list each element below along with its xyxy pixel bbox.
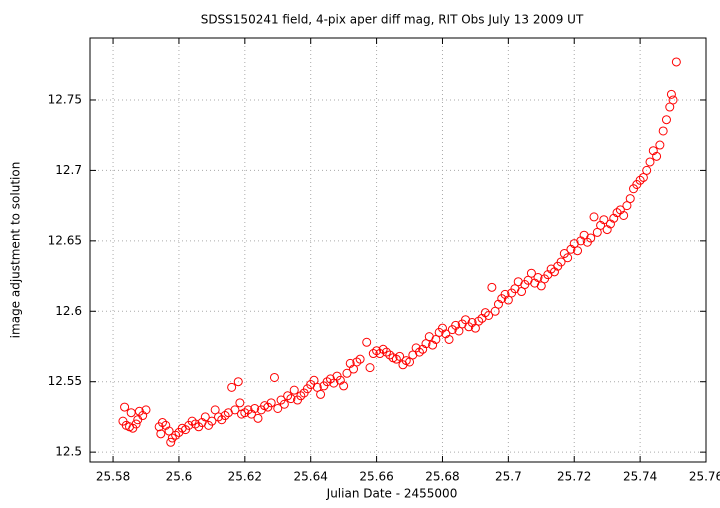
chart-title: SDSS150241 field, 4-pix aper diff mag, R… [201,13,584,27]
data-point [652,151,662,161]
data-point [279,399,289,409]
data-point [286,394,296,404]
data-point [233,377,243,387]
data-point [171,430,181,440]
x-tick-label: 25.62 [228,470,262,484]
data-point [563,253,573,263]
data-point [141,405,151,415]
x-tick-label: 25.6 [166,470,193,484]
data-point [240,408,250,418]
data-point [227,382,237,392]
plot-frame [89,37,707,463]
y-tick-label: 12.6 [55,304,82,318]
x-tick-label: 25.68 [425,470,459,484]
data-point [167,433,177,443]
data-point [352,357,362,367]
x-tick-label: 25.76 [689,470,720,484]
data-point [235,398,245,408]
y-tick-label: 12.65 [48,233,82,247]
data-point [378,344,388,354]
x-tick-label: 25.74 [623,470,657,484]
data-point [120,402,130,412]
data-point [655,140,665,150]
data-point [484,311,494,321]
x-axis-label: Julian Date - 2455000 [326,487,458,501]
data-point [250,403,260,413]
data-point [526,268,536,278]
data-point [619,210,629,220]
data-point [599,215,609,225]
data-point [166,437,176,447]
data-point [157,418,167,428]
data-point [322,377,332,387]
data-point [556,257,566,267]
data-point [296,391,306,401]
y-axis-label: image adjustment to solution [9,162,23,339]
data-point [573,246,583,256]
data-point [395,351,405,361]
y-tick-label: 12.75 [48,92,82,106]
data-point [414,347,424,357]
data-point [365,363,375,373]
data-point [355,354,365,364]
data-point [230,405,240,415]
data-point [635,175,645,185]
data-point [372,346,382,356]
data-point [342,368,352,378]
data-point [190,419,200,429]
data-point [487,282,497,292]
x-tick-label: 25.7 [495,470,522,484]
data-point [220,411,230,421]
x-tick-label: 25.64 [294,470,328,484]
data-point [668,95,678,105]
x-tick-label: 25.66 [359,470,393,484]
data-point [533,272,543,282]
data-point [213,412,223,422]
data-point [642,165,652,175]
data-point [666,89,676,99]
data-point [362,337,372,347]
y-tick-label: 12.5 [55,445,82,459]
data-point [586,233,596,243]
data-point [671,57,681,67]
data-point [444,334,454,344]
data-point [625,194,635,204]
data-point [273,403,283,413]
data-point [381,347,391,357]
x-tick-label: 25.58 [96,470,130,484]
data-point [385,350,395,360]
data-point [200,412,210,422]
data-point [131,419,141,429]
data-point [269,372,279,382]
y-tick-label: 12.55 [48,374,82,388]
data-point [661,115,671,125]
data-point [474,316,484,326]
data-point [589,212,599,222]
data-point [266,398,276,408]
data-point [156,429,166,439]
data-point [316,389,326,399]
data-point [645,157,655,167]
data-point [207,416,217,426]
data-point [339,381,349,391]
data-point [283,391,293,401]
data-point [368,349,378,359]
data-point [253,413,263,423]
y-tick-label: 12.7 [55,163,82,177]
data-point [289,385,299,395]
data-point [480,308,490,318]
data-point [658,126,668,136]
data-point [391,354,401,364]
x-tick-label: 25.72 [557,470,591,484]
data-point [187,416,197,426]
